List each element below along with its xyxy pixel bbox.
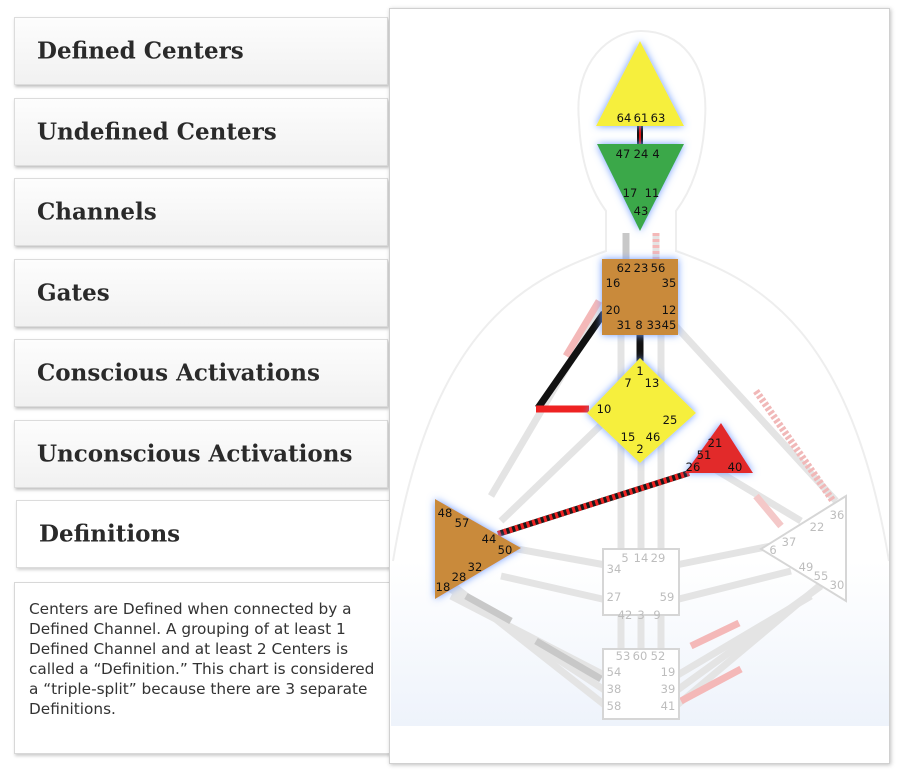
tab-undefined-centers[interactable]: Undefined Centers xyxy=(14,98,388,166)
gate-number: 63 xyxy=(651,111,666,125)
gate-number: 9 xyxy=(653,608,660,622)
gate-number: 43 xyxy=(634,204,649,218)
g-center xyxy=(587,358,696,463)
gate-number: 20 xyxy=(606,303,621,317)
tab-defined-centers[interactable]: Defined Centers xyxy=(14,17,388,85)
gate-number: 4 xyxy=(652,147,659,161)
gate-number: 40 xyxy=(728,460,743,474)
gate-number: 11 xyxy=(645,186,660,200)
gate-number: 10 xyxy=(597,402,612,416)
gate-number: 62 xyxy=(617,261,632,275)
gate-number: 29 xyxy=(651,551,666,565)
gate-number: 47 xyxy=(616,147,631,161)
head-center xyxy=(596,41,684,126)
gate-number: 46 xyxy=(646,430,661,444)
gate-number: 22 xyxy=(810,520,825,534)
gate-number: 28 xyxy=(452,570,467,584)
gate-number: 35 xyxy=(662,276,677,290)
solar-plexus-center xyxy=(759,494,847,603)
root-center xyxy=(602,648,680,720)
gate-number: 55 xyxy=(814,569,829,583)
gate-number: 15 xyxy=(621,430,636,444)
gate-number: 8 xyxy=(635,318,642,332)
tab-unconscious-activations[interactable]: Unconscious Activations xyxy=(14,420,388,488)
gate-number: 32 xyxy=(468,560,483,574)
spleen-center xyxy=(435,499,521,599)
gate-number: 6 xyxy=(769,543,776,557)
gate-number: 34 xyxy=(607,562,622,576)
gate-number: 64 xyxy=(617,111,632,125)
gate-number: 36 xyxy=(830,508,845,522)
gate-number: 48 xyxy=(438,506,453,520)
hanging-gates xyxy=(464,233,836,705)
sacral-center xyxy=(602,548,680,616)
gate-number: 49 xyxy=(799,560,814,574)
gate-number: 53 xyxy=(616,649,631,663)
tab-label: Undefined Centers xyxy=(37,118,277,146)
tab-label: Definitions xyxy=(39,520,181,548)
defined-centers xyxy=(435,41,753,599)
heart-center xyxy=(685,423,753,473)
gate-number: 57 xyxy=(455,516,470,530)
gate-number: 60 xyxy=(633,649,648,663)
gate-number: 58 xyxy=(607,699,622,713)
throat-center xyxy=(602,259,678,335)
gate-number: 18 xyxy=(436,580,451,594)
gate-number: 1 xyxy=(636,364,643,378)
gate-number: 50 xyxy=(498,543,513,557)
gate-number: 27 xyxy=(607,590,622,604)
gate-number: 38 xyxy=(607,682,622,696)
bodygraph: 64 61 63 47 24 4 17 11 43 62 23 56 16 35… xyxy=(391,29,889,726)
tab-channels[interactable]: Channels xyxy=(14,178,388,246)
gate-number: 39 xyxy=(661,682,676,696)
gate-number: 12 xyxy=(662,303,677,317)
tab-label: Unconscious Activations xyxy=(37,440,353,468)
gate-number: 31 xyxy=(617,318,632,332)
gate-number: 23 xyxy=(634,261,649,275)
gate-number: 30 xyxy=(830,578,845,592)
gate-number: 33 xyxy=(647,318,662,332)
gate-number: 26 xyxy=(686,460,701,474)
gate-number: 25 xyxy=(663,413,678,427)
gate-number: 59 xyxy=(660,590,675,604)
tab-gates[interactable]: Gates xyxy=(14,259,388,327)
undefined-centers xyxy=(602,494,847,720)
gate-number: 41 xyxy=(661,699,676,713)
ajna-center xyxy=(597,144,684,231)
gate-number: 19 xyxy=(661,665,676,679)
tab-definitions[interactable]: Definitions xyxy=(16,500,390,568)
bodygraph-panel: 64 61 63 47 24 4 17 11 43 62 23 56 16 35… xyxy=(389,8,890,764)
tab-conscious-activations[interactable]: Conscious Activations xyxy=(14,339,388,407)
gate-number: 61 xyxy=(634,111,649,125)
gate-numbers: 64 61 63 47 24 4 17 11 43 62 23 56 16 35… xyxy=(436,111,845,713)
tab-label: Conscious Activations xyxy=(37,359,320,387)
tab-label: Gates xyxy=(37,279,110,307)
gate-number: 2 xyxy=(636,442,643,456)
gate-number: 54 xyxy=(607,665,622,679)
gate-number: 44 xyxy=(482,532,497,546)
gate-number: 16 xyxy=(606,276,621,290)
gate-number: 21 xyxy=(708,436,723,450)
gate-number: 14 xyxy=(634,551,649,565)
gate-number: 52 xyxy=(651,649,666,663)
gate-number: 42 xyxy=(618,608,633,622)
description-text: Centers are Defined when connected by a … xyxy=(29,600,375,718)
gate-number: 45 xyxy=(662,318,677,332)
gate-number: 3 xyxy=(637,608,644,622)
gate-number: 51 xyxy=(697,448,712,462)
gate-number: 24 xyxy=(634,147,649,161)
tab-label: Defined Centers xyxy=(37,37,244,65)
gate-number: 7 xyxy=(624,376,631,390)
gate-number: 13 xyxy=(645,376,660,390)
gate-number: 37 xyxy=(782,535,797,549)
description-panel: Centers are Defined when connected by a … xyxy=(14,582,390,754)
gate-number: 5 xyxy=(621,551,628,565)
gate-number: 17 xyxy=(623,186,638,200)
gate-number: 56 xyxy=(651,261,666,275)
tab-label: Channels xyxy=(37,198,157,226)
